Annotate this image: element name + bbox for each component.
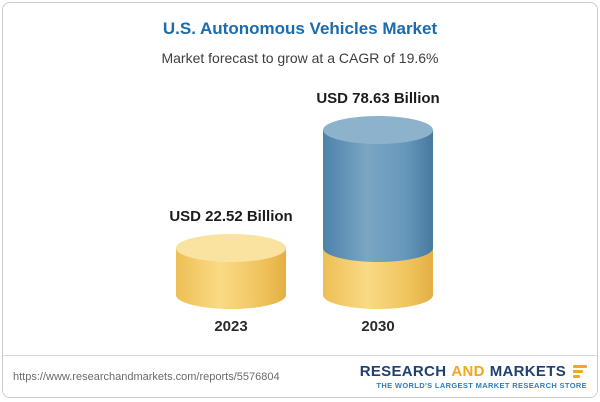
footer: https://www.researchandmarkets.com/repor… <box>3 355 597 397</box>
cyl2-blue-body <box>323 129 433 248</box>
bar-group-2023: USD 22.52 Billion 2023 <box>156 208 306 335</box>
chart-header: U.S. Autonomous Vehicles Market Market f… <box>3 3 597 66</box>
logo-wordmark: RESEARCH AND MARKETS <box>360 364 587 379</box>
cyl1-cap <box>176 233 286 262</box>
chart-subtitle: Market forecast to grow at a CAGR of 19.… <box>161 50 439 66</box>
cylinder-2030 <box>323 115 433 309</box>
cylinder-2023 <box>176 233 286 309</box>
bar-group-2030: USD 78.63 Billion 2030 <box>303 90 453 335</box>
report-url-link[interactable]: https://www.researchandmarkets.com/repor… <box>13 370 280 383</box>
logo-mark-icon <box>573 364 587 378</box>
cyl1-base <box>176 281 286 309</box>
logo-tagline: THE WORLD'S LARGEST MARKET RESEARCH STOR… <box>376 380 587 390</box>
brand-logo[interactable]: RESEARCH AND MARKETS THE WORLD'S LARGEST… <box>360 364 587 390</box>
value-label-2023: USD 22.52 Billion <box>169 207 293 225</box>
cyl2-cap <box>323 115 433 144</box>
value-label-2030: USD 78.63 Billion <box>316 89 440 107</box>
year-label-2030: 2030 <box>361 318 395 335</box>
year-label-2023: 2023 <box>214 318 248 335</box>
logo-word-and: AND <box>451 362 485 380</box>
chart-title: U.S. Autonomous Vehicles Market <box>162 19 438 38</box>
report-card: U.S. Autonomous Vehicles Market Market f… <box>2 2 598 398</box>
logo-word-research: RESEARCH <box>359 362 447 380</box>
logo-word-markets: MARKETS <box>489 362 566 380</box>
